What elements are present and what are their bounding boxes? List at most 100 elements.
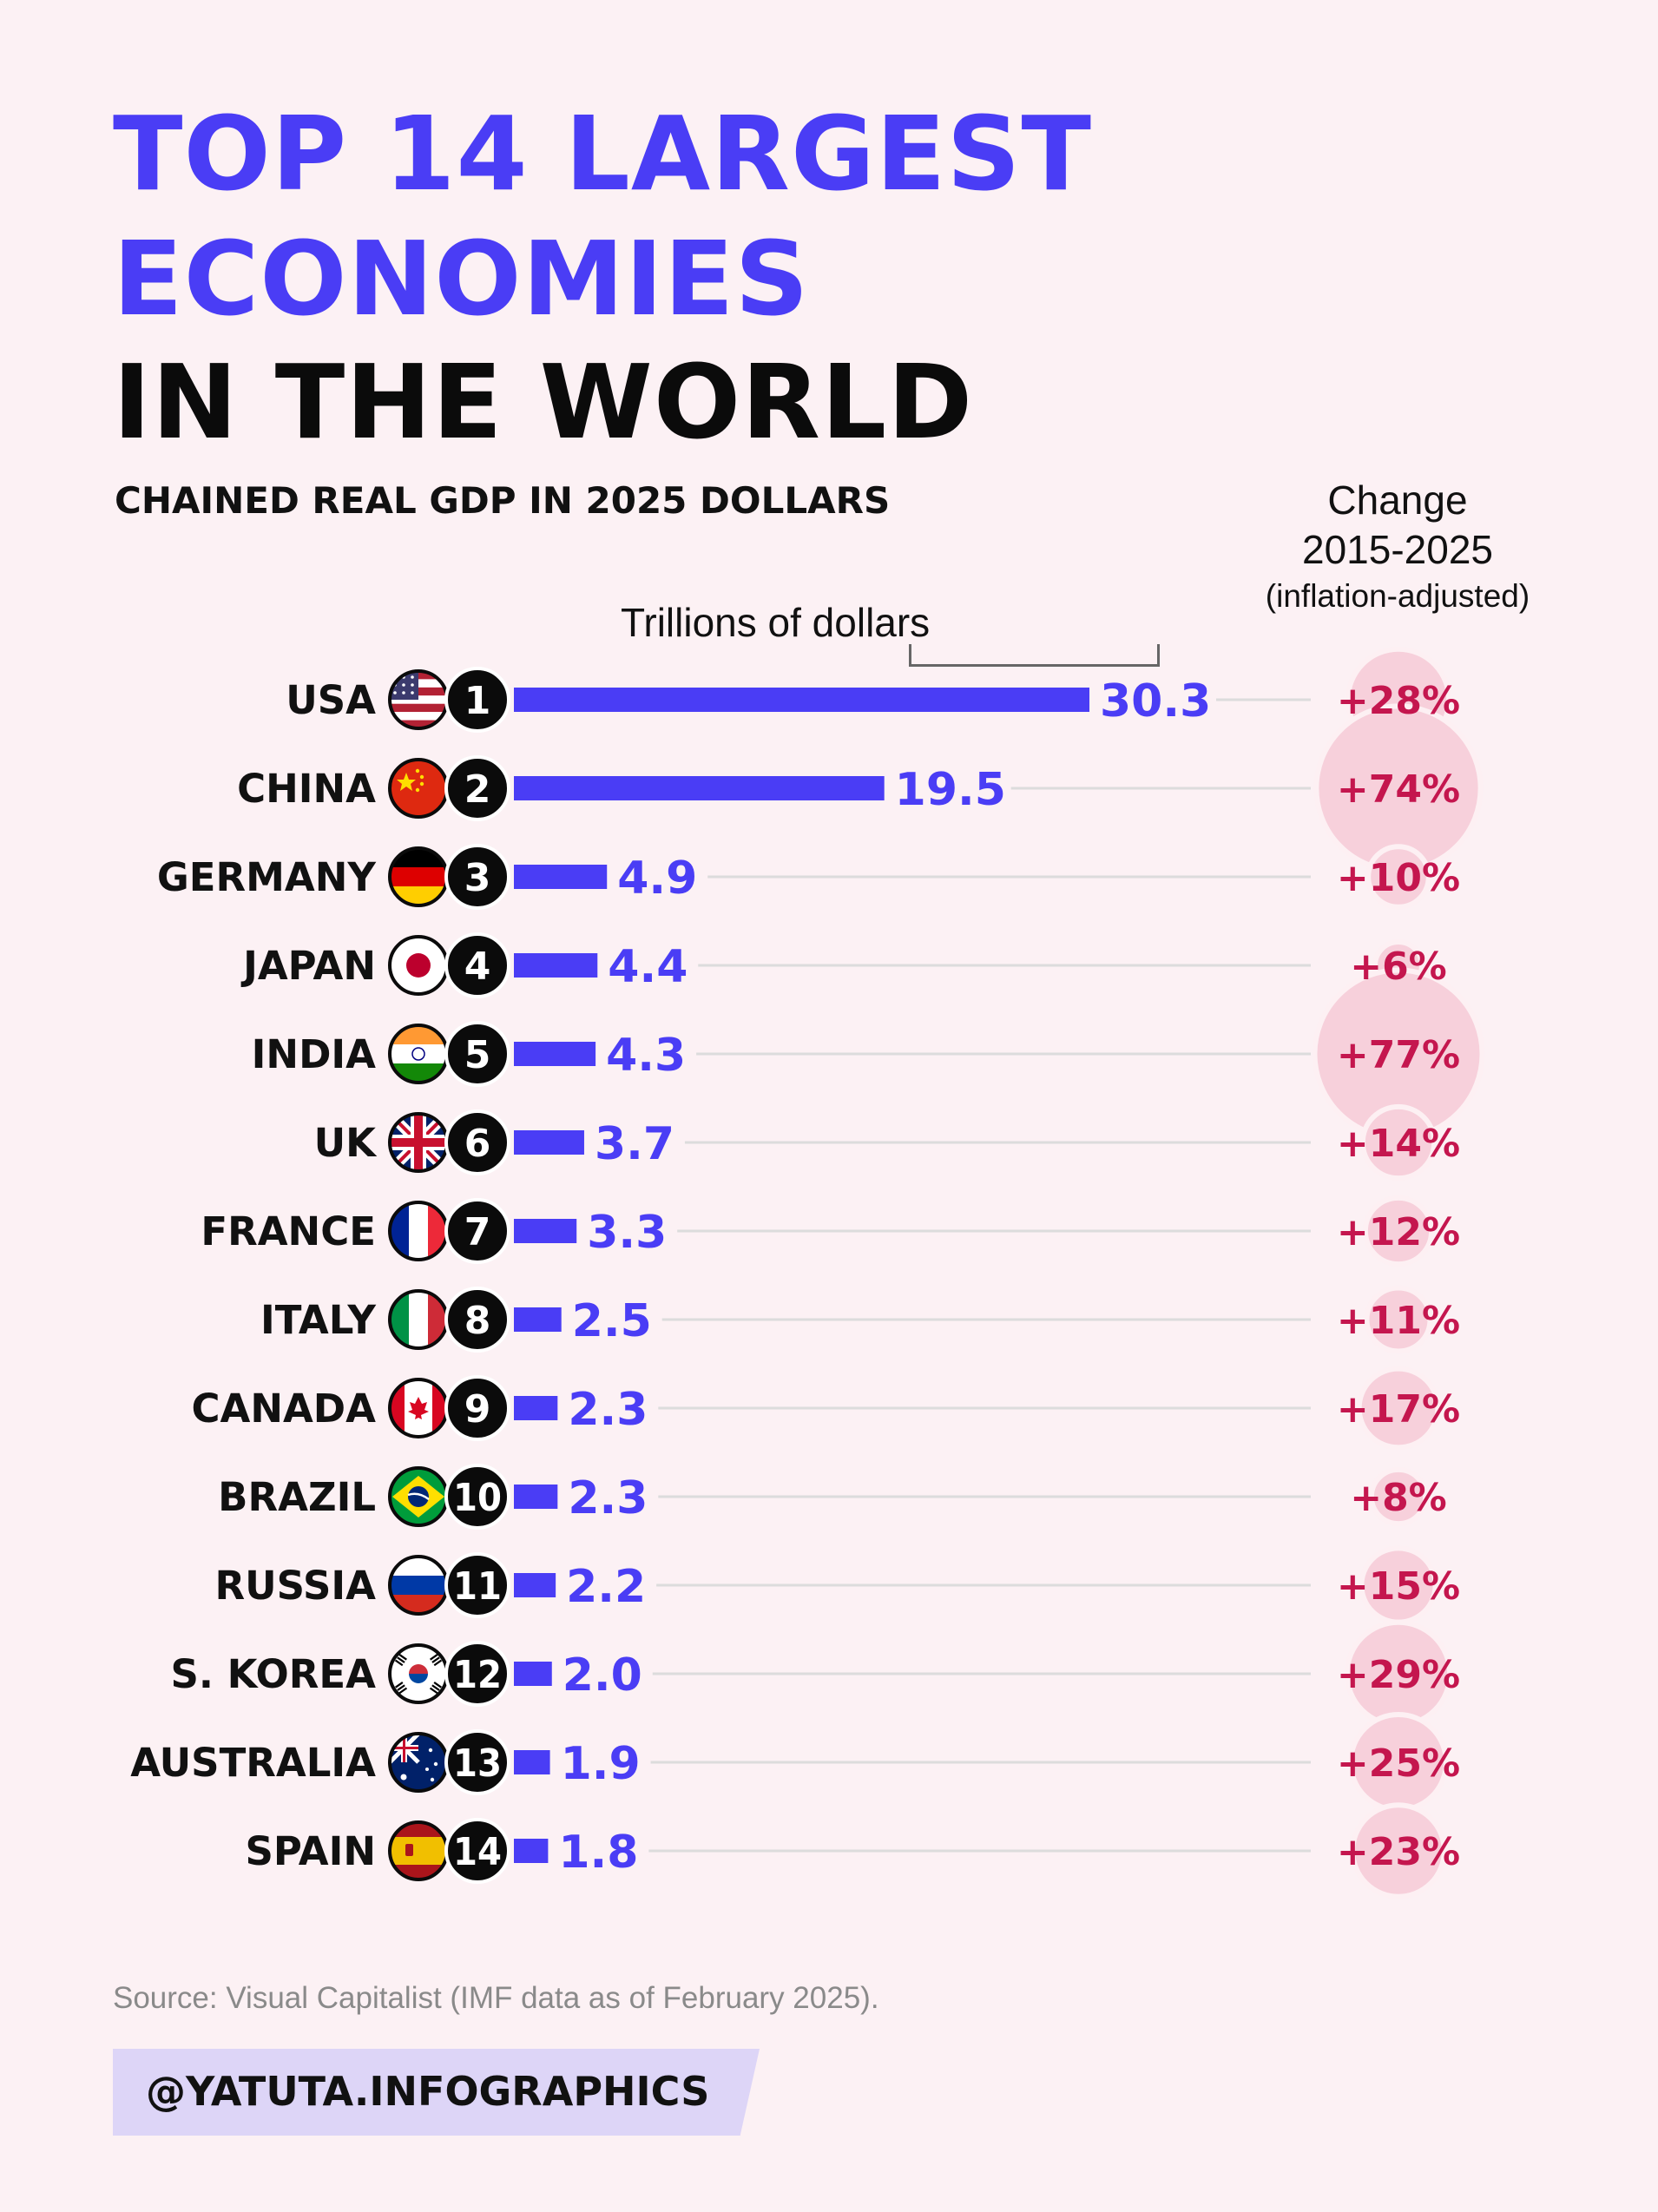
country-label: JAPAN (240, 943, 376, 989)
value-label: 19.5 (895, 764, 1006, 816)
chart-row: SPAIN 14 1.8 (246, 1818, 1311, 1884)
bar (514, 865, 608, 889)
change-bubble (1350, 1802, 1447, 1899)
rank-badge (444, 1818, 510, 1884)
bar (514, 1396, 558, 1420)
value-label: 4.9 (617, 853, 697, 905)
source-note: Source: Visual Capitalist (IMF data as o… (113, 1981, 879, 2015)
change-bubble (1364, 1285, 1433, 1354)
uk-flag-icon (388, 1112, 449, 1173)
india-flag-icon (388, 1024, 449, 1084)
chart-row: CHINA 2 19.5 (237, 755, 1311, 821)
country-label: BRAZIL (218, 1474, 376, 1520)
germany-flag-icon (388, 846, 449, 907)
change-label: +74% (1337, 767, 1460, 812)
value-label: 3.7 (595, 1118, 674, 1170)
russia-flag-icon (388, 1555, 449, 1616)
change-label: +29% (1337, 1653, 1460, 1697)
rank-label: 5 (464, 1033, 491, 1077)
change-label: +10% (1337, 856, 1460, 900)
change-label: +25% (1337, 1741, 1460, 1786)
usa-flag-icon (388, 669, 449, 730)
change-label: +15% (1337, 1564, 1460, 1609)
chart-row: FRANCE 7 3.3 (201, 1198, 1311, 1264)
change-column-header: Change 2015-2025 (inflation-adjusted) (1207, 476, 1589, 618)
unit-label: Trillions of dollars (621, 600, 931, 645)
rank-badge (444, 1464, 510, 1530)
bar (514, 1573, 556, 1597)
rank-label: 6 (464, 1122, 491, 1166)
change-bubble (1356, 1366, 1441, 1451)
change-label: +28% (1337, 679, 1460, 723)
change-bubble (1359, 1103, 1438, 1182)
value-label: 2.5 (572, 1295, 652, 1347)
brazil-flag-icon (388, 1466, 449, 1527)
chart-row: USA 1 30.3 (286, 667, 1311, 733)
rank-badge (444, 1021, 510, 1087)
bar (514, 1307, 562, 1332)
country-label: UK (314, 1120, 378, 1166)
chart-row: AUSTRALIA 13 1.9 (130, 1729, 1311, 1795)
change-label: +23% (1337, 1830, 1460, 1874)
bar (514, 1219, 577, 1243)
country-label: CANADA (191, 1386, 376, 1432)
rank-label: 3 (464, 856, 491, 900)
chart-subtitle: CHAINED REAL GDP IN 2025 DOLLARS (115, 479, 891, 522)
bar (514, 953, 598, 978)
south-korea-flag-icon (388, 1643, 449, 1704)
change-header-line-1: Change (1327, 477, 1468, 523)
title-line-3: IN THE WORLD (113, 342, 974, 462)
canada-flag-icon (388, 1378, 449, 1438)
rank-label: 8 (464, 1299, 491, 1343)
rank-label: 4 (464, 945, 491, 989)
change-label: +77% (1337, 1033, 1460, 1077)
chart-row: BRAZIL 10 2.3 (218, 1464, 1311, 1530)
value-label: 2.3 (568, 1384, 648, 1436)
change-label: +11% (1337, 1299, 1460, 1343)
rank-label: 9 (464, 1387, 491, 1432)
chart-row: JAPAN 4 4.4 (240, 932, 1311, 998)
rank-badge (444, 1375, 510, 1441)
rank-label: 1 (464, 679, 491, 723)
value-label: 1.9 (561, 1738, 641, 1790)
rank-label: 12 (453, 1653, 502, 1697)
country-label: FRANCE (201, 1208, 376, 1254)
bar (514, 776, 885, 800)
rank-badge (444, 932, 510, 998)
chart-row: CANADA 9 2.3 (191, 1375, 1311, 1441)
rank-badge (444, 667, 510, 733)
country-label: CHINA (237, 766, 376, 812)
rank-badge (444, 1729, 510, 1795)
bar (514, 688, 1089, 712)
change-header-line-2: 2015-2025 (1302, 527, 1493, 572)
chart-row: INDIA 5 4.3 (252, 1021, 1311, 1087)
change-bubble (1362, 1195, 1435, 1267)
country-label: RUSSIA (214, 1563, 376, 1609)
rank-label: 11 (453, 1564, 502, 1609)
bar (514, 1130, 584, 1155)
italy-flag-icon (388, 1289, 449, 1350)
change-label: +6% (1350, 945, 1447, 989)
value-label: 2.3 (568, 1472, 648, 1524)
value-label: 30.3 (1100, 675, 1211, 727)
value-label: 3.3 (587, 1207, 667, 1259)
rank-badge (444, 844, 510, 910)
rank-badge (444, 755, 510, 821)
value-label: 2.2 (566, 1561, 646, 1613)
change-bubble (1368, 1466, 1429, 1527)
change-label: +8% (1350, 1476, 1447, 1520)
rank-label: 7 (464, 1210, 491, 1254)
value-label: 1.8 (558, 1827, 638, 1879)
bar (514, 1662, 552, 1686)
rank-label: 2 (464, 767, 491, 812)
bar (514, 1750, 550, 1774)
bar (514, 1042, 596, 1066)
rank-badge (444, 1552, 510, 1618)
change-label: +14% (1337, 1122, 1460, 1166)
change-bubble (1365, 844, 1431, 910)
country-label: ITALY (260, 1297, 377, 1343)
chart-row: GERMANY 3 4.9 (157, 844, 1311, 910)
chart-row: S. KOREA 12 2.0 (171, 1641, 1311, 1707)
country-label: USA (286, 677, 376, 723)
value-label: 4.3 (606, 1030, 686, 1082)
